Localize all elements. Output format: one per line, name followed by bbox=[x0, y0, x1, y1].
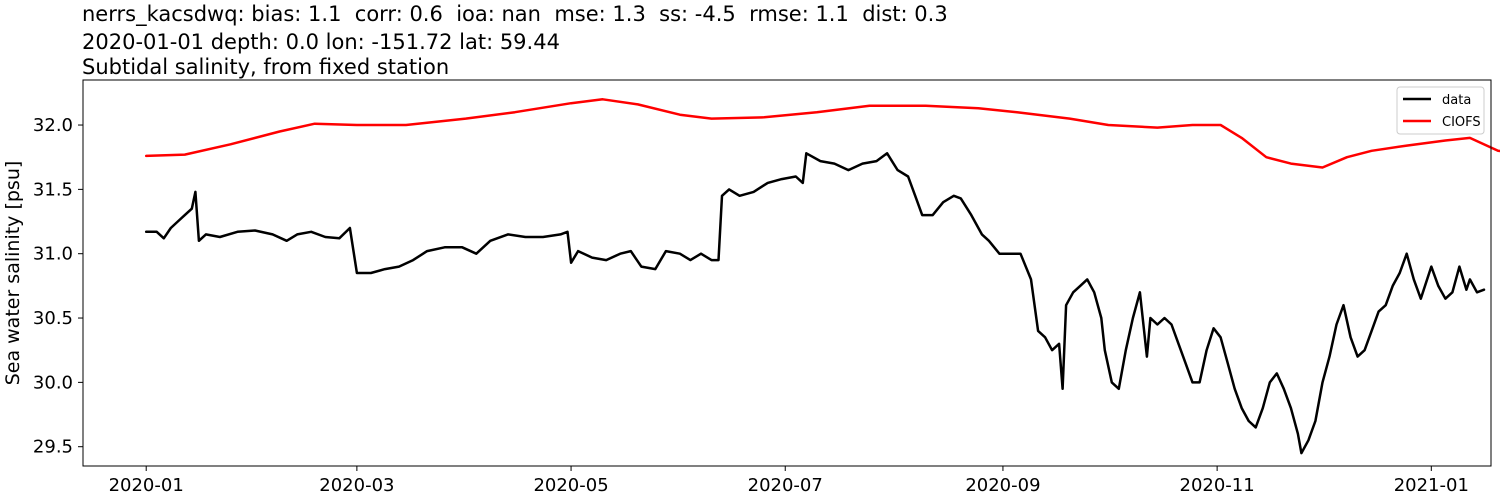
x-tick-label: 2020-01 bbox=[109, 475, 184, 496]
chart-title-description: Subtidal salinity, from fixed station bbox=[82, 55, 450, 79]
axes-layer bbox=[82, 79, 1492, 467]
legend-label-data: data bbox=[1442, 93, 1471, 108]
x-tick-label: 2020-09 bbox=[965, 475, 1040, 496]
legend: data CIOFS bbox=[1396, 86, 1485, 135]
series-line-data bbox=[144, 152, 1486, 455]
x-tick-label: 2020-11 bbox=[1180, 475, 1255, 496]
chart-title-location: 2020-01-01 depth: 0.0 lon: -151.72 lat: … bbox=[82, 30, 560, 54]
y-tick-label: 30.0 bbox=[33, 372, 73, 393]
legend-label-ciofs: CIOFS bbox=[1442, 115, 1481, 130]
y-tick-label: 32.0 bbox=[33, 115, 73, 136]
x-tick-label: 2020-07 bbox=[748, 475, 823, 496]
plot-frame bbox=[82, 79, 1492, 467]
y-tick-label: 31.5 bbox=[33, 179, 73, 200]
series-layer bbox=[144, 98, 1500, 455]
y-tick-label: 29.5 bbox=[33, 437, 73, 458]
y-tick-label: 30.5 bbox=[33, 308, 73, 329]
ticks-layer: 2020-01 2020-03 2020-05 2020-07 2020-09 2020-… bbox=[33, 115, 1469, 496]
series-line-ciofs bbox=[144, 98, 1500, 169]
y-axis-label: Sea water salinity [psu] bbox=[2, 161, 24, 386]
x-tick-label: 2020-05 bbox=[533, 475, 608, 496]
x-tick-label: 2020-03 bbox=[319, 475, 394, 496]
y-tick-label: 31.0 bbox=[33, 244, 73, 265]
x-tick-label: 2021-01 bbox=[1394, 475, 1469, 496]
chart-title-stats: nerrs_kacsdwq: bias: 1.1 corr: 0.6 ioa: … bbox=[82, 2, 948, 26]
